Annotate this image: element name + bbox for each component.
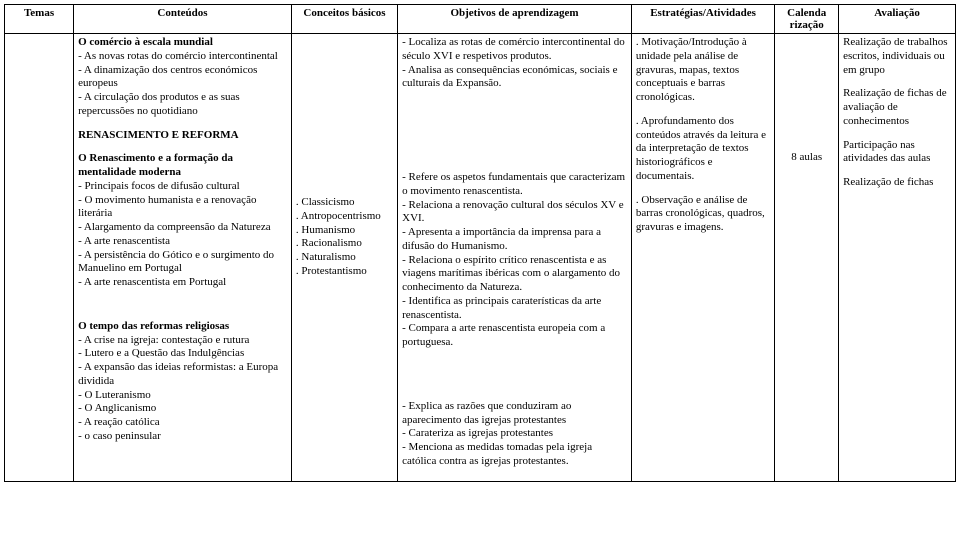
th-calendarizacao: Calenda rização (775, 5, 839, 34)
th-conceitos: Conceitos básicos (291, 5, 397, 34)
avaliacao-p2: Realização de fichas de avaliação de con… (843, 87, 951, 128)
objetivos-p1: - Localiza as rotas de comércio intercon… (402, 36, 627, 91)
estrategias-p2: . Aprofundamento dos conteúdos através d… (636, 115, 770, 184)
cell-estrategias: . Motivação/Introdução à unidade pela an… (631, 34, 774, 482)
avaliacao-p3: Participação nas atividades das aulas (843, 139, 951, 167)
curriculum-table: Temas Conteúdos Conceitos básicos Objeti… (4, 4, 956, 482)
th-objetivos: Objetivos de aprendizagem (398, 5, 632, 34)
cell-conteudos: O comércio à escala mundial - As novas r… (74, 34, 292, 482)
conteudos-p4-title: O tempo das reformas religiosas (78, 320, 229, 332)
objetivos-p2: - Refere os aspetos fundamentais que car… (402, 171, 627, 350)
conteudos-p4-body: - A crise na igreja: contestação e rutur… (78, 334, 278, 442)
table-header: Temas Conteúdos Conceitos básicos Objeti… (5, 5, 956, 34)
conteudos-p3-title: O Renascimento e a formação da mentalida… (78, 152, 233, 178)
conteudos-p3-body: - Principais focos de difusão cultural- … (78, 180, 274, 288)
avaliacao-p1: Realização de trabalhos escritos, indivi… (843, 36, 951, 77)
estrategias-p1: . Motivação/Introdução à unidade pela an… (636, 36, 770, 105)
table-row: O comércio à escala mundial - As novas r… (5, 34, 956, 482)
cell-temas (5, 34, 74, 482)
th-conteudos: Conteúdos (74, 5, 292, 34)
estrategias-p3: . Observação e análise de barras cronoló… (636, 194, 770, 235)
calend-value: 8 aulas (779, 151, 834, 165)
avaliacao-p4: Realização de fichas (843, 176, 951, 190)
conteudos-p2-title: RENASCIMENTO E REFORMA (78, 129, 287, 143)
conceitos-list: . Classicismo. Antropocentrismo. Humanis… (296, 196, 381, 277)
conteudos-p1-body: - As novas rotas do comércio intercontin… (78, 50, 278, 117)
th-estrategias: Estratégias/Atividades (631, 5, 774, 34)
cell-calend: 8 aulas (775, 34, 839, 482)
cell-avaliacao: Realização de trabalhos escritos, indivi… (839, 34, 956, 482)
cell-objetivos: - Localiza as rotas de comércio intercon… (398, 34, 632, 482)
conteudos-p1-title: O comércio à escala mundial (78, 36, 213, 48)
cell-conceitos: . Classicismo. Antropocentrismo. Humanis… (291, 34, 397, 482)
th-temas: Temas (5, 5, 74, 34)
th-avaliacao: Avaliação (839, 5, 956, 34)
objetivos-p3: - Explica as razões que conduziram ao ap… (402, 400, 627, 469)
